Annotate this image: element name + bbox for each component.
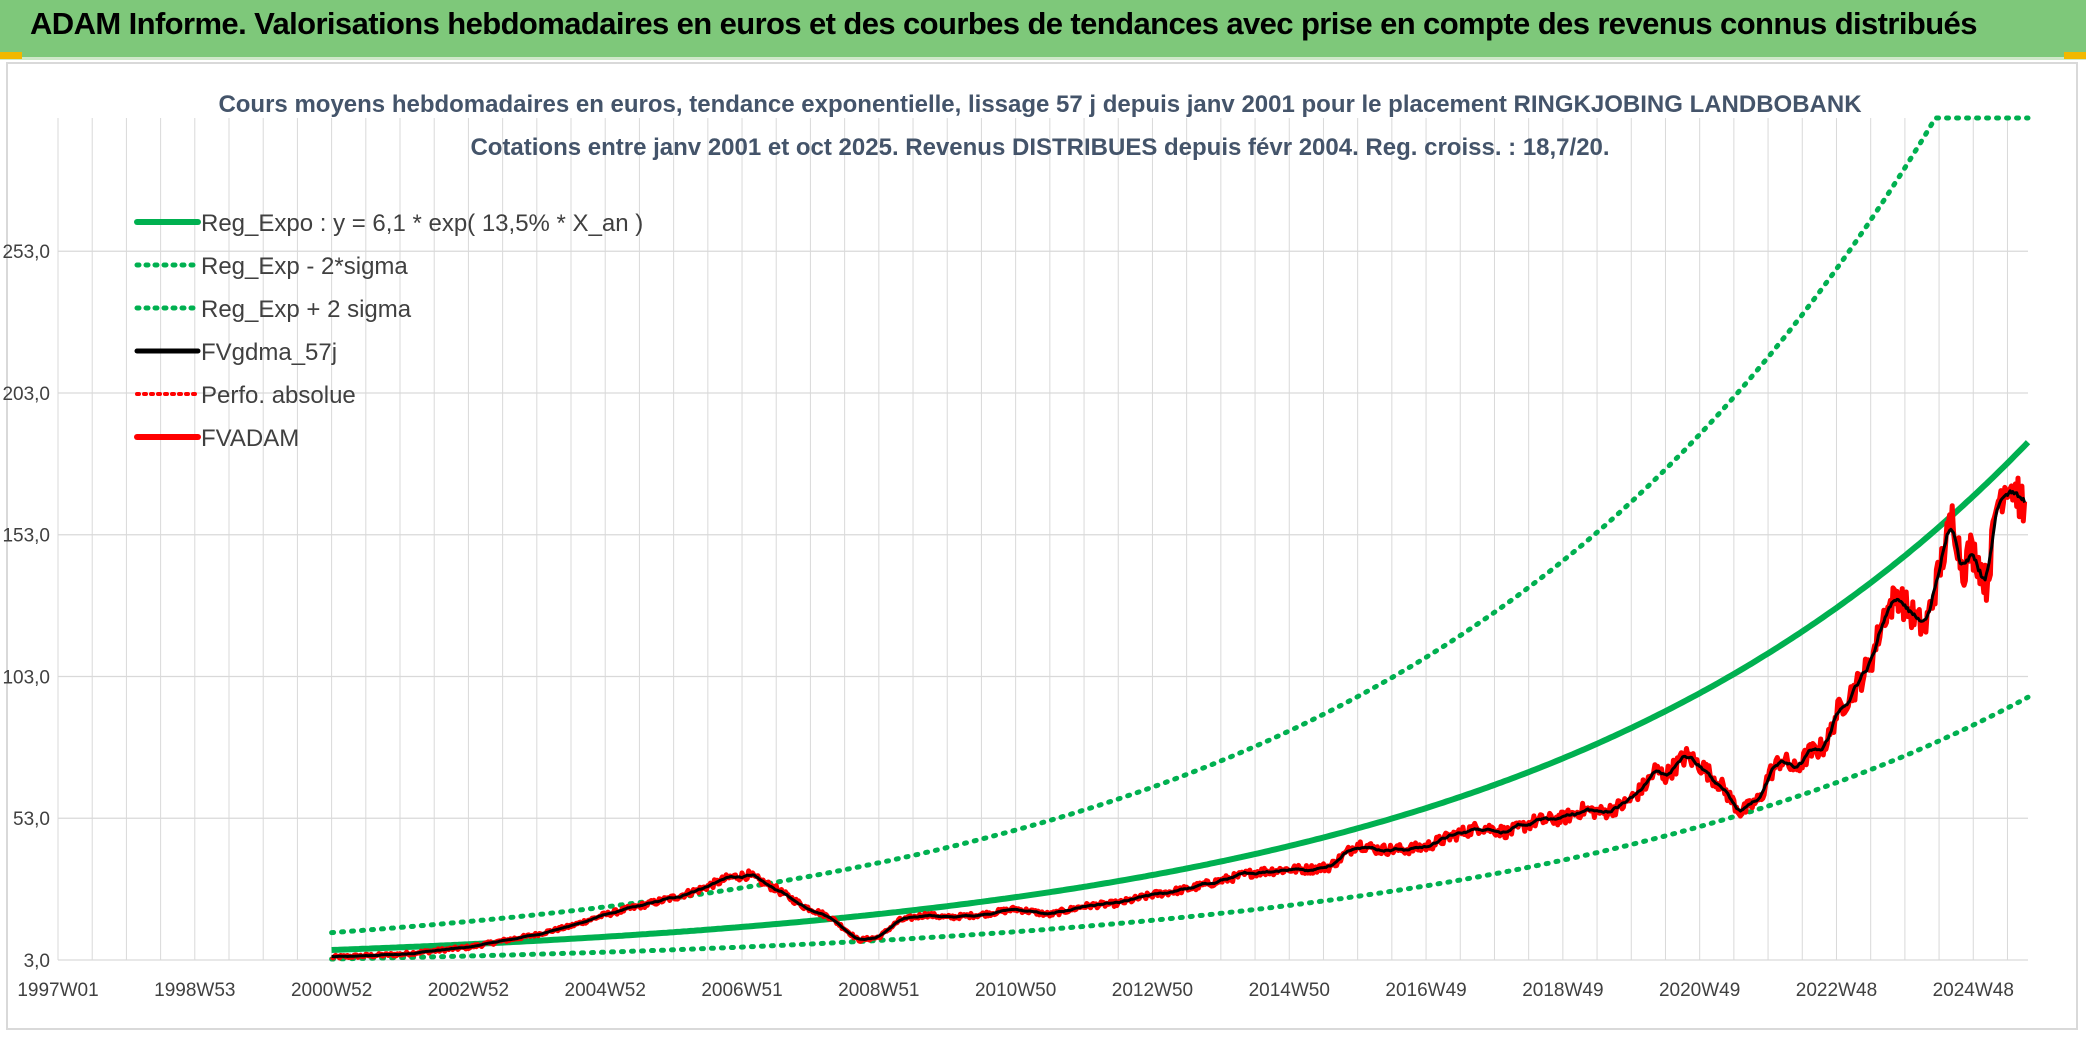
x-tick-label: 1997W01 (17, 980, 98, 1001)
legend-label-fvadam: FVADAM (201, 425, 299, 452)
y-tick-label: 203,0 (2, 384, 50, 405)
chart-legend: Reg_Expo : y = 6,1 * exp( 13,5% * X_an )… (134, 210, 643, 452)
chart-subtitle: Cotations entre janv 2001 et oct 2025. R… (470, 134, 1609, 161)
legend-label-fvgdma: FVgdma_57j (201, 339, 337, 366)
legend-label-reg-plus: Reg_Exp + 2 sigma (201, 296, 412, 323)
series-lines (329, 115, 2031, 962)
report-title: ADAM Informe. Valorisations hebdomadaire… (30, 6, 1977, 41)
y-tick-label: 3,0 (24, 951, 50, 972)
corner-marker-right (2064, 52, 2086, 59)
grid-lines (57, 118, 2028, 961)
x-axis-ticks: 1997W01 1998W53 2000W52 2002W52 2004W52 2006W… (17, 980, 2014, 1001)
x-tick-label: 2004W52 (565, 980, 646, 1001)
y-tick-label: 53,0 (13, 809, 50, 830)
series-reg-exp-minus-2sigma (329, 694, 2031, 962)
y-tick-label: 153,0 (2, 526, 50, 547)
series-reg-expo (331, 440, 2031, 953)
legend-label-reg-expo: Reg_Expo : y = 6,1 * exp( 13,5% * X_an ) (201, 210, 643, 237)
y-tick-label: 253,0 (2, 242, 50, 263)
chart-frame (6, 62, 2078, 1030)
x-tick-label: 2006W51 (701, 980, 782, 1001)
legend-label-reg-minus: Reg_Exp - 2*sigma (201, 253, 408, 280)
x-tick-label: 2008W51 (838, 980, 919, 1001)
x-tick-label: 2022W48 (1796, 980, 1877, 1001)
series-fvadam (329, 475, 2028, 961)
x-tick-label: 2000W52 (291, 980, 372, 1001)
series-fvgdma-57j (331, 489, 2027, 959)
x-tick-label: 2024W48 (1933, 980, 2014, 1001)
x-tick-label: 1998W53 (154, 980, 235, 1001)
chart-title: Cours moyens hebdomadaires en euros, ten… (218, 91, 1862, 118)
series-reg-exp-plus-2sigma (329, 115, 2031, 936)
x-tick-label: 2020W49 (1659, 980, 1740, 1001)
x-tick-label: 2010W50 (975, 980, 1056, 1001)
x-tick-label: 2014W50 (1249, 980, 1330, 1001)
y-tick-label: 103,0 (2, 667, 50, 688)
header-banner: ADAM Informe. Valorisations hebdomadaire… (0, 0, 2086, 60)
legend-label-perfo: Perfo. absolue (201, 382, 356, 409)
x-tick-label: 2012W50 (1112, 980, 1193, 1001)
y-axis-ticks: 3,0 53,0 103,0 153,0 203,0 253,0 (2, 242, 50, 972)
corner-marker-left (0, 52, 22, 59)
x-tick-label: 2016W49 (1385, 980, 1466, 1001)
x-tick-label: 2018W49 (1522, 980, 1603, 1001)
x-tick-label: 2002W52 (428, 980, 509, 1001)
